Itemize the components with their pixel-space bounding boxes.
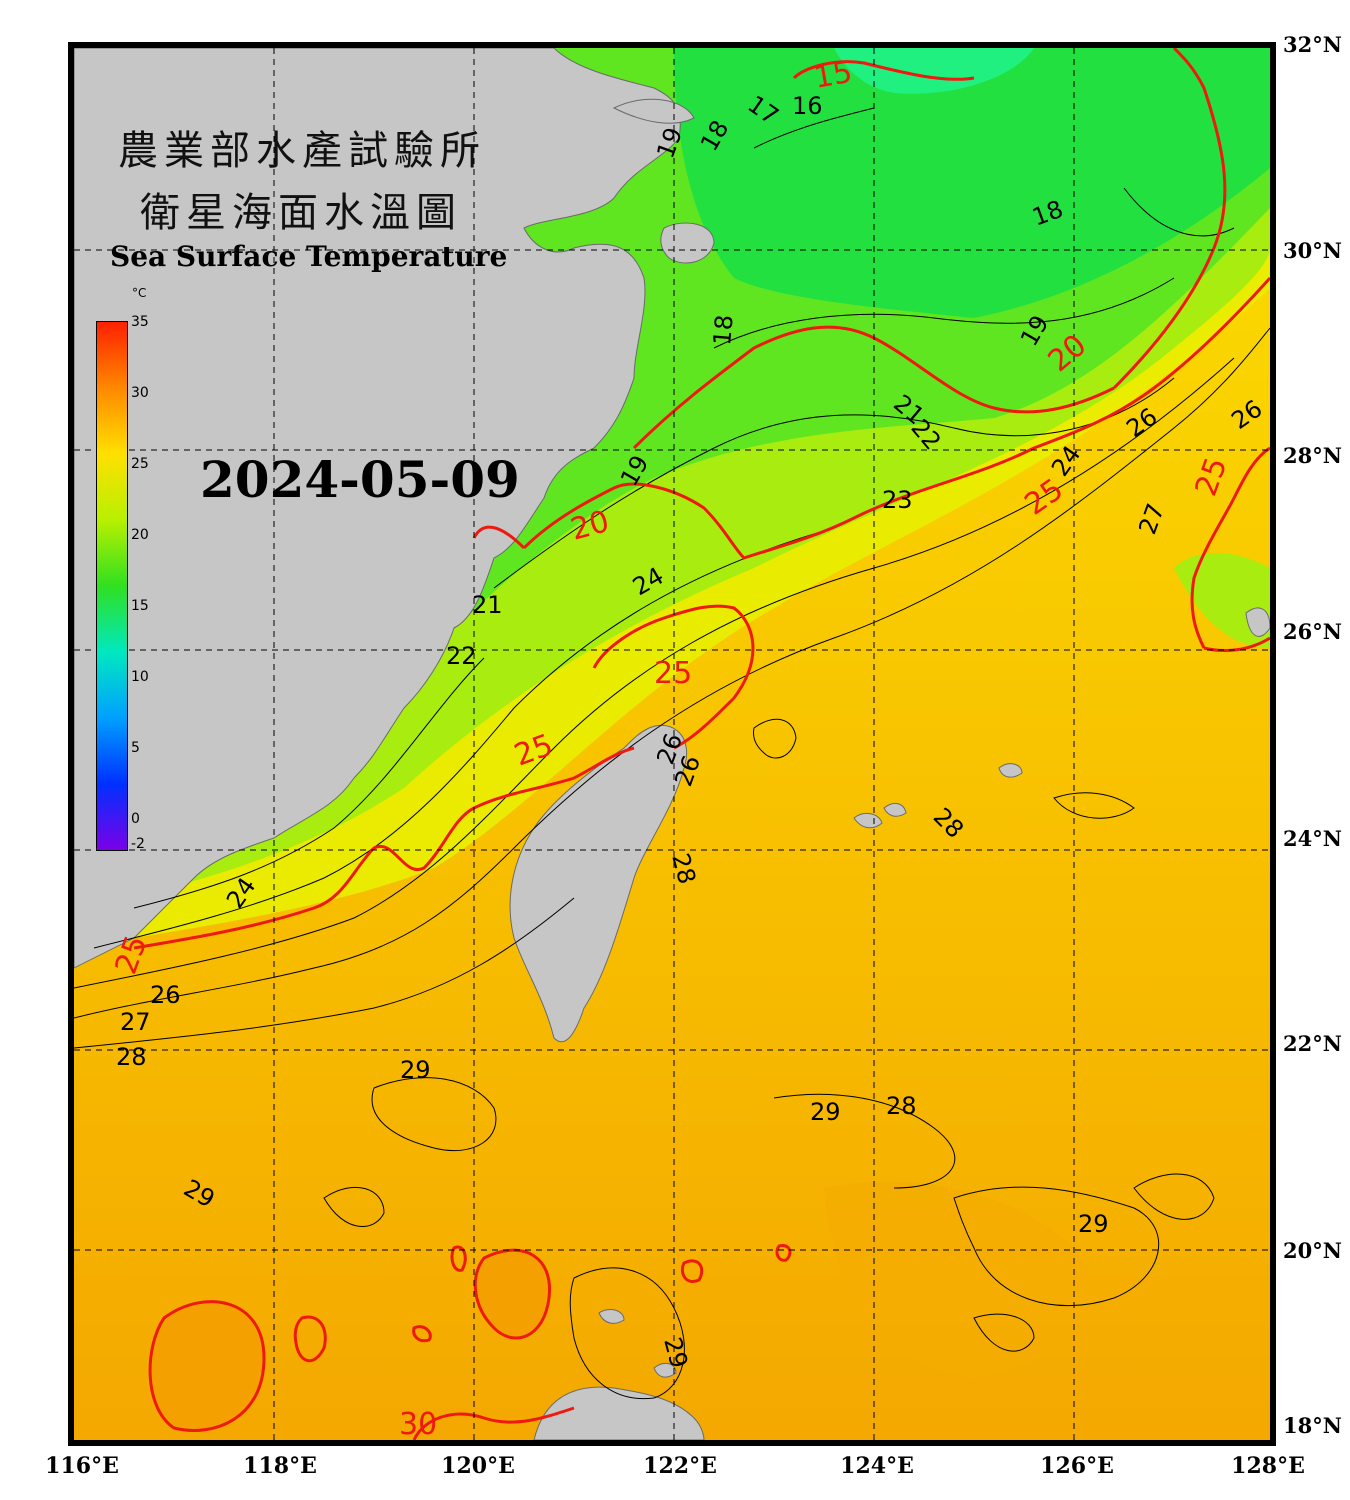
colorbar (96, 321, 128, 851)
coldest-sea-area (834, 48, 1034, 94)
lon-label-116e: 116°E (45, 1453, 119, 1479)
ryukyu-island (883, 802, 907, 817)
colorbar-tick: -2 (131, 836, 145, 852)
colorbar-tick: 35 (131, 314, 149, 330)
contour-label: 29 (1078, 1210, 1109, 1238)
contour-label: 29 (810, 1098, 841, 1126)
colorbar-tick: 15 (131, 598, 149, 614)
black-contours (74, 107, 1270, 1400)
east-cool-patch (1174, 553, 1270, 648)
okinawa-island (1245, 607, 1270, 637)
lat-label-24n: 24°N (1283, 826, 1342, 851)
graticule (74, 48, 1270, 1440)
contour-label: 30 (399, 1407, 437, 1440)
lat-label-32n: 32°N (1283, 32, 1342, 57)
warm-patch (475, 1250, 550, 1338)
lon-label-120e: 120°E (441, 1453, 515, 1479)
sst-map: 17 16 19 18 18 18 19 21 22 23 24 26 26 1… (68, 42, 1276, 1446)
lon-label-124e: 124°E (840, 1453, 914, 1479)
contour-label: 27 (120, 1008, 151, 1036)
warm-patch (150, 1301, 264, 1431)
title-institute: 農業部水產試驗所 (118, 128, 486, 174)
contour-label: 18 (708, 314, 739, 347)
lon-label-122e: 122°E (643, 1453, 717, 1479)
colorbar-tick: 30 (131, 385, 149, 401)
warm-patch (824, 1181, 1091, 1378)
contour-label: 26 (150, 981, 181, 1009)
contour-label: 22 (446, 642, 477, 670)
contour-label: 28 (886, 1092, 917, 1120)
luzon-island (533, 1386, 705, 1440)
contour-label: 23 (882, 486, 913, 514)
colorbar-tick: 25 (131, 456, 149, 472)
ryukyu-island (998, 763, 1023, 778)
lat-label-22n: 22°N (1283, 1031, 1342, 1056)
colorbar-tick: 0 (131, 811, 140, 827)
zhoushan-islands (660, 222, 715, 264)
map-date: 2024-05-09 (200, 450, 520, 509)
ryukyu-island (853, 812, 883, 829)
babuyan-island (653, 1362, 677, 1378)
colorbar-tick: 10 (131, 669, 149, 685)
sst-map-canvas: 17 16 19 18 18 18 19 21 22 23 24 26 26 1… (74, 48, 1270, 1440)
china-mainland (74, 48, 681, 969)
colorbar-unit: °C (132, 286, 147, 300)
colorbar-tick: 5 (131, 740, 140, 756)
contour-label: 21 (472, 591, 503, 619)
contour-label: 25 (654, 656, 692, 691)
lon-label-118e: 118°E (243, 1453, 317, 1479)
lat-label-20n: 20°N (1283, 1238, 1342, 1263)
colorbar-tick: 20 (131, 527, 149, 543)
title-english: Sea Surface Temperature (110, 240, 508, 273)
lat-label-26n: 26°N (1283, 619, 1342, 644)
contour-label: 16 (792, 92, 823, 120)
contour-label: 15 (811, 55, 855, 96)
lat-label-28n: 28°N (1283, 443, 1342, 468)
lat-label-30n: 30°N (1283, 238, 1342, 263)
lon-label-126e: 126°E (1040, 1453, 1114, 1479)
lon-label-128e: 128°E (1231, 1453, 1305, 1479)
batanes-island (598, 1309, 625, 1324)
contour-label: 29 (400, 1056, 431, 1084)
lat-label-18n: 18°N (1283, 1413, 1342, 1438)
title-map-name: 衛星海面水溫圖 (140, 190, 462, 236)
taiwan-island (509, 724, 688, 1043)
contour-label: 28 (116, 1043, 147, 1071)
